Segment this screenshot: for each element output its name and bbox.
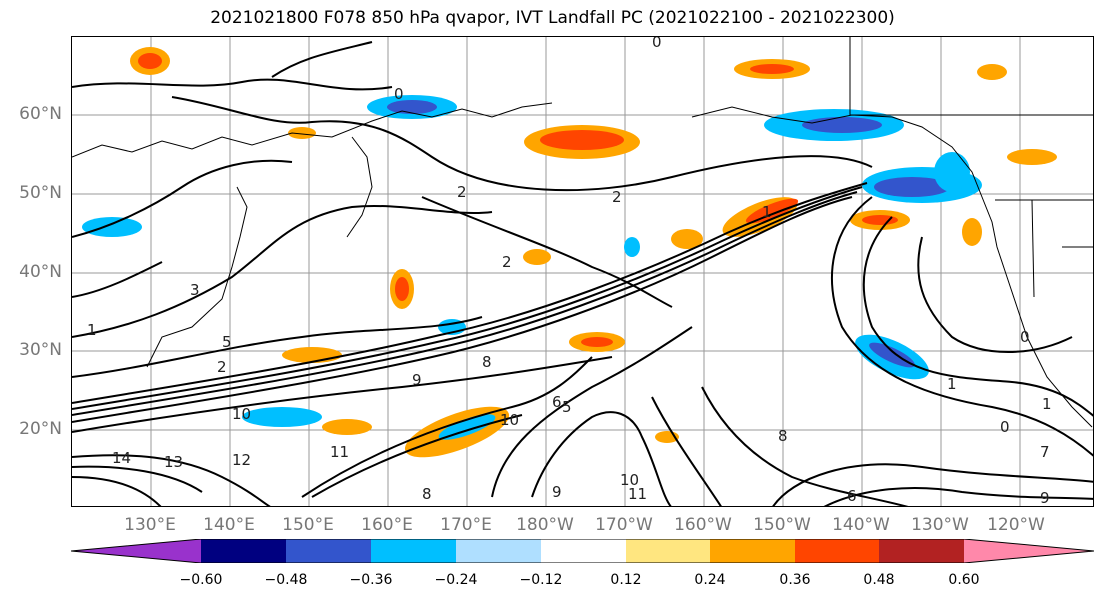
colorbar-seg-2 xyxy=(286,539,371,563)
colorbar-seg-1 xyxy=(201,539,286,563)
gridlines xyxy=(72,37,1093,506)
contour-label: 10 xyxy=(232,405,251,423)
map-plot-area: 0 0 2 2 2 3 1 2 5 8 9 10 12 13 14 11 10 … xyxy=(71,36,1094,507)
colorbar-seg-6 xyxy=(626,539,710,563)
colorbar-seg-5 xyxy=(541,539,626,563)
contour-label: 1 xyxy=(1042,395,1052,413)
lon-label: 140°E xyxy=(203,515,255,535)
lat-label: 40°N xyxy=(19,262,62,282)
colorbar-seg-9 xyxy=(879,539,964,563)
lon-label: 150°E xyxy=(282,515,334,535)
contour-label: 0 xyxy=(1020,328,1030,346)
contour-label: 6 xyxy=(552,393,562,411)
contour-label: 2 xyxy=(612,188,622,206)
contour-label: 9 xyxy=(552,483,562,501)
contour-label: 11 xyxy=(330,443,349,461)
colorbar-seg-0 xyxy=(71,539,201,563)
colorbar-tick: −0.36 xyxy=(349,572,393,588)
lon-label: 130°W xyxy=(911,515,969,535)
lon-label: 140°W xyxy=(832,515,890,535)
lon-label: 160°W xyxy=(674,515,732,535)
contour-label: 9 xyxy=(1040,489,1050,507)
colorbar-tick: −0.24 xyxy=(434,572,478,588)
lon-label: 170°E xyxy=(440,515,492,535)
colorbar-seg-8 xyxy=(795,539,879,563)
contour-label: 1 xyxy=(947,375,957,393)
colorbar-tick: 0.48 xyxy=(863,572,895,588)
lat-label: 60°N xyxy=(19,104,62,124)
colorbar-seg-7 xyxy=(710,539,795,563)
contour-label: 8 xyxy=(778,427,788,445)
lon-label: 150°W xyxy=(753,515,811,535)
contour-label: 2 xyxy=(502,253,512,271)
contour-label: 11 xyxy=(628,485,647,503)
lon-label: 170°W xyxy=(595,515,653,535)
contour-label: 10 xyxy=(500,411,519,429)
contour-label: 8 xyxy=(422,485,432,503)
coastlines xyxy=(72,37,1093,428)
contour-label: 13 xyxy=(164,453,183,471)
contour-label: 5 xyxy=(562,398,572,416)
colorbar-svg xyxy=(70,538,1095,564)
contour-label: 2 xyxy=(217,358,227,376)
contour-label: 1 xyxy=(762,203,772,221)
colorbar-tick: −0.48 xyxy=(264,572,308,588)
contour-label: 12 xyxy=(232,451,251,469)
lon-label: 180°W xyxy=(516,515,574,535)
contour-label: 8 xyxy=(482,353,492,371)
contour-label: 6 xyxy=(847,487,857,505)
colorbar-tick: 0.60 xyxy=(948,572,980,588)
contour-label: 9 xyxy=(412,371,422,389)
contour-label: 0 xyxy=(652,37,662,51)
colorbar-tick: 0.12 xyxy=(610,572,642,588)
lat-label: 50°N xyxy=(19,183,62,203)
colorbar xyxy=(70,538,1095,564)
lat-label: 30°N xyxy=(19,340,62,360)
contour-label: 7 xyxy=(1040,443,1050,461)
lon-label: 120°W xyxy=(987,515,1045,535)
filled-patches xyxy=(82,47,1057,458)
colorbar-tick: −0.12 xyxy=(519,572,563,588)
contour-label: 3 xyxy=(190,281,200,299)
contour-label: 1 xyxy=(87,321,97,339)
contour-label: 0 xyxy=(1000,418,1010,436)
contour-lines xyxy=(72,41,1093,506)
map-title: 2021021800 F078 850 hPa qvapor, IVT Land… xyxy=(210,8,895,28)
contour-label: 5 xyxy=(222,333,232,351)
contour-label-group: 0 0 2 2 2 3 1 2 5 8 9 10 12 13 14 11 10 … xyxy=(87,37,1052,507)
map-svg: 0 0 2 2 2 3 1 2 5 8 9 10 12 13 14 11 10 … xyxy=(72,37,1093,507)
contour-label: 2 xyxy=(457,183,467,201)
colorbar-seg-3 xyxy=(371,539,456,563)
contour-label: 10 xyxy=(620,471,639,489)
contour-label: 14 xyxy=(112,449,131,467)
colorbar-tick: 0.36 xyxy=(779,572,811,588)
colorbar-seg-4 xyxy=(456,539,541,563)
colorbar-tick: −0.60 xyxy=(179,572,223,588)
lon-label: 160°E xyxy=(361,515,413,535)
lon-label: 130°E xyxy=(124,515,176,535)
colorbar-seg-10 xyxy=(964,539,1094,563)
colorbar-tick: 0.24 xyxy=(694,572,726,588)
contour-label: 0 xyxy=(394,85,404,103)
lat-label: 20°N xyxy=(19,419,62,439)
